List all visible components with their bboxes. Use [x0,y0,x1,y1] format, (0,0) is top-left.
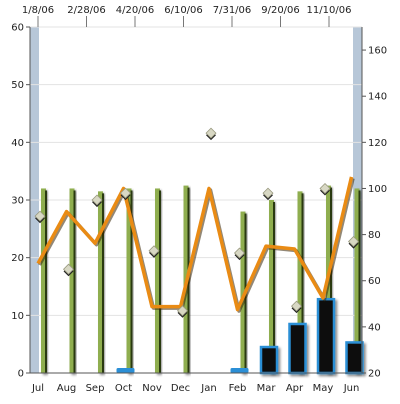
x-tick-label: Apr [286,383,304,394]
left-tick-label: 0 [18,369,24,380]
x-tick-label: Sep [86,383,105,394]
scatter-point [205,127,217,139]
right-tick-label: 160 [368,46,387,57]
black-bar [288,322,307,375]
green-bar [240,211,246,373]
right-tick-label: 60 [368,276,381,287]
line-series [36,176,354,312]
green-bar-edge [102,193,104,373]
x-tick-label: Mar [257,383,277,394]
x-tick-label: Jul [31,383,44,394]
left-tick-label: 40 [11,138,24,149]
scatter-point [62,263,75,275]
green-bar [354,188,360,373]
green-bar-edge [330,187,332,373]
green-bar-edge [45,190,47,373]
left-tick-label: 50 [11,80,24,91]
top-tick-label: 9/20/06 [261,5,300,16]
green-bar [41,188,46,373]
left-tick-label: 60 [11,23,24,34]
scatter-point [91,194,103,206]
green-bar-edge [358,190,361,373]
right-tick-label: 40 [368,322,381,333]
green-bar [69,188,75,373]
top-tick-label: 7/31/06 [213,5,252,16]
right-tick-label: 140 [368,92,387,103]
x-tick-label: Aug [57,383,77,394]
green-bar-edge [130,190,133,373]
scatter-point [119,187,132,199]
x-tick-label: Jun [343,383,360,394]
top-tick-label: 11/10/06 [307,5,352,16]
right-tick-label: 120 [368,138,387,149]
green-bar [126,188,132,373]
green-bar [297,191,303,373]
scatter-point [148,245,160,257]
blue-bar [116,368,135,373]
top-tick-label: 6/10/06 [164,5,203,16]
green-bar-edge [273,202,275,373]
right-tick-label: 80 [368,230,381,241]
black-bar [316,297,336,375]
scatter-point [347,236,360,248]
green-bar-edge [301,193,304,373]
scatter-point [290,300,303,312]
top-tick-label: 2/28/06 [67,5,106,16]
black-bar [259,345,279,375]
green-bar [155,188,160,373]
scatter-point [233,247,246,259]
x-tick-label: Nov [142,383,162,394]
x-tick-label: Dec [171,383,190,394]
x-tick-label: Jan [200,383,216,394]
x-tick-label: Oct [115,383,132,394]
right-tick-label: 100 [368,184,387,195]
blue-bar [230,368,249,373]
black-bar [345,341,364,375]
scatter-point [319,182,331,194]
top-tick-label: 4/20/06 [116,5,155,16]
scatter-point [176,305,189,317]
left-tick-label: 20 [11,253,24,264]
x-tick-label: May [313,383,334,394]
left-tick-label: 10 [11,311,24,322]
right-tick-label: 20 [368,369,381,380]
scatter-point [34,210,46,222]
left-tick-label: 30 [11,196,24,207]
green-bar-edge [73,190,76,373]
green-bar [269,200,274,373]
scatter-point [262,187,274,199]
green-bar [98,191,103,373]
green-bar-edge [159,190,161,373]
top-tick-label: 1/8/06 [22,5,54,16]
x-tick-label: Feb [229,383,247,394]
